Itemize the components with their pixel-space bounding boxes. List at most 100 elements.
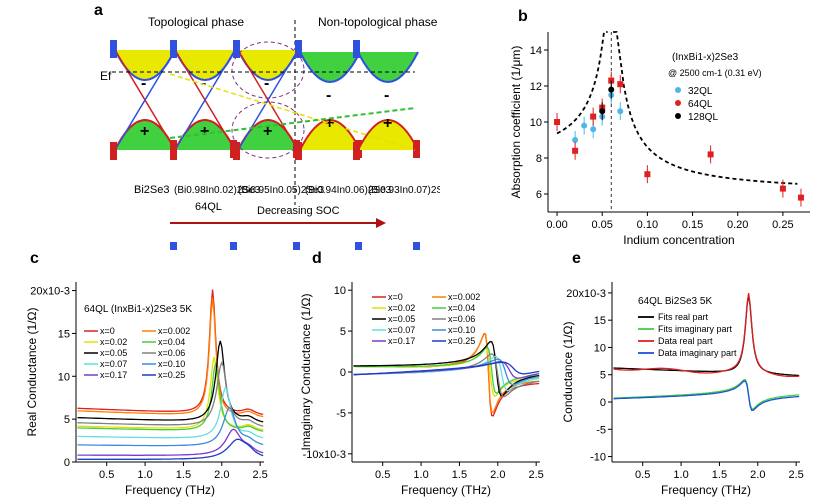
c-legend-label: x=0.02 (100, 337, 127, 347)
c-legend-label: x=0 (100, 326, 115, 336)
d-legend-label: x=0.17 (388, 336, 415, 346)
plus-sign-1: + (200, 123, 209, 140)
e-title: 64QL Bi2Se3 5K (638, 296, 712, 307)
c-y-tick-label: 0 (64, 457, 70, 469)
e-legend-label: Data real part (658, 336, 713, 346)
b-ylabel: Absorption coefficient (1/μm) (509, 46, 523, 199)
c-y-tick-label: 5 (64, 414, 70, 426)
c-legend-label: x=0.10 (158, 359, 185, 369)
b-y-tick-label: 10 (530, 117, 542, 129)
b-x-tick-label: 0.10 (637, 219, 658, 231)
spin-arrow-top-4-0 (353, 40, 360, 58)
b-point-64ql (554, 119, 561, 125)
panel-b-absorption-chart: 0.00 0.05 0.10 0.15 0.20 0.25 6 8 10 12 14 Indium c… (509, 31, 810, 247)
spin-arrow-top-2-0 (233, 40, 240, 58)
c-y-tick-label: 10 (58, 371, 70, 383)
b-x-tick-label: 0.05 (591, 219, 612, 231)
spin-arrow-bottom-2-1 (293, 242, 300, 250)
b-point-128ql (608, 86, 615, 93)
d-series-line (353, 361, 540, 376)
b-point-32ql (590, 126, 597, 133)
e-x-tick-label: 1.5 (712, 469, 727, 481)
b-xlabel: Indium concentration (623, 233, 734, 247)
d-legend-label: x=0.02 (388, 303, 415, 313)
c-series-line (77, 428, 264, 456)
b-x-tick-label: 0.00 (546, 219, 567, 231)
c-series-line (77, 360, 264, 427)
e-y-tick-label: 10 (594, 342, 606, 354)
b-y-tick-label: 6 (536, 189, 542, 201)
dashed-ellipse-upper (231, 41, 305, 99)
b-point-128ql (599, 108, 606, 115)
c-x-tick-label: 2.0 (214, 469, 229, 481)
d-ylabel: Imaginary Conductance (1/Ω) (299, 293, 313, 450)
b-y-tick-label: 8 (536, 153, 542, 165)
e-y-tick-label: 5 (600, 370, 606, 382)
b-legend-label: 128QL (688, 112, 718, 123)
spin-arrow-bottom-1-0 (170, 142, 177, 160)
c-ylabel: Real Conductance (1/Ω) (25, 307, 39, 436)
minus-sign-3: - (326, 87, 331, 104)
e-legend-label: Data imaginary part (658, 348, 737, 358)
e-x-tick-label: 0.5 (635, 469, 650, 481)
b-x-tick-label: 0.25 (772, 219, 793, 231)
c-x-tick-label: 2.5 (253, 469, 268, 481)
b-legend-label: 32QL (688, 86, 713, 97)
b-point-32ql (617, 108, 624, 115)
d-legend-label: x=0.10 (448, 325, 475, 335)
d-legend-label: x=0.07 (388, 325, 415, 335)
c-legend-label: x=0.05 (100, 348, 127, 358)
e-y-tick-label: -5 (596, 424, 606, 436)
spin-arrow-bottom-4-0 (353, 142, 360, 160)
compound-label-3: (Bi0.94In0.06)2Se3 (305, 185, 392, 196)
spin-arrow-top-3-0 (295, 40, 302, 58)
e-x-tick-label: 1.0 (673, 469, 688, 481)
spin-arrow-bottom-0-0 (110, 142, 117, 160)
plus-sign-2: + (263, 123, 272, 140)
d-x-tick-label: 2.0 (490, 469, 505, 481)
spin-arrow-bottom-4-1 (413, 242, 420, 250)
panel-label-e: e (572, 250, 581, 267)
e-series-line (613, 293, 800, 378)
compound-label-4: (Bi0.93In0.07)2Se3 (368, 185, 440, 196)
c-y-tick-label: 15 (58, 328, 70, 340)
thickness-label: 64QL (195, 201, 222, 213)
c-xlabel: Frequency (THz) (125, 483, 215, 497)
compound-label-2: (Bi0.95In0.05)2Se3 (238, 185, 325, 196)
fermi-level-label: Ef (100, 69, 112, 83)
e-y-tick-label: 0 (600, 397, 606, 409)
topological-phase-label: Topological phase (148, 15, 244, 29)
d-y-tick-label: -5 (336, 408, 346, 420)
spin-arrow-bottom-1-1 (230, 242, 237, 250)
e-y-tick-label: 15 (594, 315, 606, 327)
c-series-line (77, 362, 264, 432)
dashed-ellipse-lower (231, 101, 305, 159)
b-point-64ql (779, 185, 786, 192)
band-upper-4 (357, 51, 419, 83)
c-series-line (77, 438, 264, 460)
minus-sign-2: - (264, 75, 269, 92)
dirac-cone-b-1 (174, 49, 236, 151)
c-series-line (77, 406, 264, 447)
green-guide-line (169, 107, 416, 139)
b-point-64ql (617, 81, 624, 88)
d-legend-label: x=0.04 (448, 303, 475, 313)
c-legend-label: x=0.17 (100, 370, 127, 380)
c-series-line (77, 356, 264, 431)
panel-label-a: a (94, 2, 103, 19)
spin-arrow-bottom-3-1 (355, 242, 362, 250)
band-lower-3 (299, 119, 361, 151)
c-x-tick-label: 1.5 (176, 469, 191, 481)
b-fit-right (613, 31, 798, 185)
b-legend-marker (675, 113, 681, 119)
minus-sign-4: - (384, 87, 389, 104)
d-x-tick-label: 0.5 (375, 469, 390, 481)
e-y-tick-label: -10 (590, 452, 606, 464)
d-y-tick-label: 5 (340, 326, 346, 338)
d-y-tick-label: 0 (340, 367, 346, 379)
e-y-tick-label: 20x10-3 (566, 288, 606, 300)
e-x-tick-label: 2.5 (789, 469, 804, 481)
b-fit-left (556, 31, 608, 135)
decreasing-soc-label: Decreasing SOC (257, 205, 340, 217)
spin-arrow-top-0-0 (110, 40, 117, 58)
